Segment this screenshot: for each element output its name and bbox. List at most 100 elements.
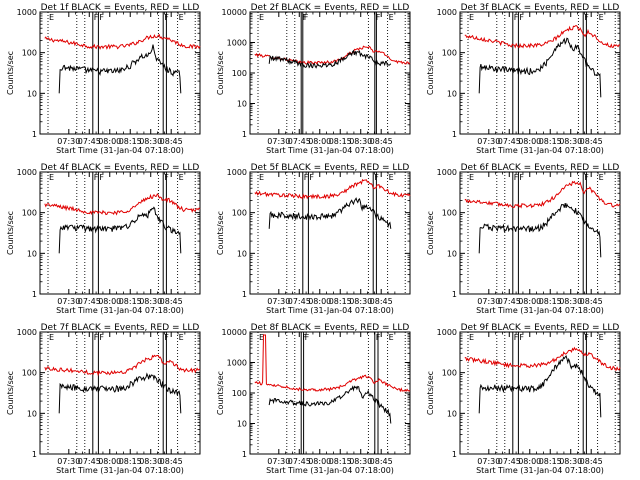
flag-label-e: E bbox=[389, 13, 394, 22]
x-tick-label: 08:30 bbox=[559, 137, 582, 146]
flag-label-e: E bbox=[49, 13, 54, 22]
y-tick-label: 1000 bbox=[437, 8, 457, 17]
series-lld-red bbox=[44, 193, 201, 216]
flag-label-f: F bbox=[99, 333, 104, 342]
flag-label-e: E bbox=[49, 173, 54, 182]
y-axis-label: Counts/sec bbox=[216, 51, 225, 95]
y-tick-label: 10 bbox=[27, 249, 37, 258]
x-tick-label: 08:00 bbox=[518, 137, 541, 146]
y-axis-label: Counts/sec bbox=[426, 211, 435, 255]
flag-label-f: F bbox=[584, 333, 589, 342]
flag-label-e: E bbox=[179, 173, 184, 182]
flag-label-f: F bbox=[519, 13, 524, 22]
flag-label-e: E bbox=[389, 173, 394, 182]
y-tick-label: 10 bbox=[447, 89, 457, 98]
flag-label-e: E bbox=[49, 333, 54, 342]
y-tick-label: 1 bbox=[242, 450, 247, 459]
panel-det-7: Det 7f BLACK = Events, RED = LLD 1 10 100 10… bbox=[6, 323, 201, 475]
y-axis-label: Counts/sec bbox=[6, 211, 15, 255]
x-tick-label: 08:00 bbox=[518, 457, 541, 466]
panel-title: Det 3f BLACK = Events, RED = LLD bbox=[461, 3, 620, 13]
x-tick-label: 07:30 bbox=[477, 137, 500, 146]
x-axis-label: Start Time (31-Jan-04 07:18:00) bbox=[56, 306, 184, 315]
x-tick-label: 08:00 bbox=[98, 457, 121, 466]
panel-det-1: Det 1f BLACK = Events, RED = LLD 1 10 100 10… bbox=[6, 3, 201, 155]
y-tick-label: 100 bbox=[442, 49, 457, 58]
x-tick-label: 07:45 bbox=[288, 137, 311, 146]
x-tick-label: 08:30 bbox=[349, 457, 372, 466]
x-tick-label: 07:45 bbox=[288, 457, 311, 466]
flag-label-f: F bbox=[99, 173, 104, 182]
panel-det-2: Det 2f BLACK = Events, RED = LLD 1 10 100 10… bbox=[216, 3, 411, 155]
series-events-black bbox=[478, 37, 602, 98]
series-events-black bbox=[478, 202, 602, 258]
series-events-black bbox=[58, 206, 182, 254]
series-lld-red bbox=[464, 25, 621, 49]
x-axis-label: Start Time (31-Jan-04 07:18:00) bbox=[476, 466, 604, 475]
y-tick-label: 1000 bbox=[437, 168, 457, 177]
y-tick-label: 10 bbox=[27, 89, 37, 98]
y-tick-label: 1000 bbox=[227, 168, 247, 177]
flag-label-f: F bbox=[374, 173, 379, 182]
flag-label-f: F bbox=[94, 13, 99, 22]
flag-label-f: F bbox=[376, 13, 381, 22]
x-tick-label: 08:30 bbox=[349, 297, 372, 306]
x-tick-label: 08:30 bbox=[559, 457, 582, 466]
flag-label-f: F bbox=[309, 173, 314, 182]
x-tick-label: 08:15 bbox=[329, 457, 352, 466]
series-lld-red bbox=[44, 354, 201, 377]
panel-title: Det 5f BLACK = Events, RED = LLD bbox=[251, 163, 410, 173]
y-tick-label: 1 bbox=[242, 130, 247, 139]
flag-label-f: F bbox=[164, 173, 169, 182]
y-tick-label: 1000 bbox=[227, 39, 247, 48]
x-tick-label: 07:45 bbox=[498, 137, 521, 146]
x-tick-label: 07:30 bbox=[57, 297, 80, 306]
series-events-black bbox=[58, 44, 182, 94]
x-tick-label: 07:30 bbox=[57, 137, 80, 146]
flag-label-e: E bbox=[599, 173, 604, 182]
x-tick-label: 08:45 bbox=[160, 137, 183, 146]
y-tick-label: 10 bbox=[237, 249, 247, 258]
series-events-black bbox=[58, 372, 182, 414]
y-tick-label: 10 bbox=[447, 249, 457, 258]
x-tick-label: 07:45 bbox=[78, 137, 101, 146]
flag-label-f: F bbox=[584, 13, 589, 22]
plot-frame bbox=[249, 331, 411, 455]
y-tick-label: 100 bbox=[232, 389, 247, 398]
panel-title: Det 1f BLACK = Events, RED = LLD bbox=[41, 3, 200, 13]
x-tick-label: 08:45 bbox=[580, 457, 603, 466]
flag-label-f: F bbox=[514, 13, 519, 22]
series-lld-red bbox=[254, 178, 411, 200]
x-axis-label: Start Time (31-Jan-04 07:18:00) bbox=[476, 146, 604, 155]
y-tick-label: 1 bbox=[452, 290, 457, 299]
plot-frame bbox=[39, 11, 201, 135]
plot-frame bbox=[459, 11, 621, 135]
panel-title: Det 6f BLACK = Events, RED = LLD bbox=[461, 163, 620, 173]
series-lld-red bbox=[44, 33, 201, 50]
y-tick-label: 10000 bbox=[222, 328, 247, 337]
y-tick-label: 100 bbox=[22, 209, 37, 218]
flag-label-e: E bbox=[179, 333, 184, 342]
y-tick-label: 1 bbox=[32, 130, 37, 139]
y-tick-label: 10 bbox=[237, 420, 247, 429]
y-axis-label: Counts/sec bbox=[426, 51, 435, 95]
y-tick-label: 10 bbox=[27, 409, 37, 418]
x-tick-label: 08:30 bbox=[139, 297, 162, 306]
plot-frame bbox=[39, 331, 201, 455]
panel-det-9: Det 9f BLACK = Events, RED = LLD 1 10 100 10… bbox=[426, 323, 621, 475]
x-tick-label: 07:45 bbox=[498, 457, 521, 466]
series-events-black bbox=[478, 355, 602, 418]
flag-label-f: F bbox=[519, 173, 524, 182]
y-axis-label: Counts/sec bbox=[426, 371, 435, 415]
flag-label-f: F bbox=[94, 173, 99, 182]
x-tick-label: 08:30 bbox=[349, 137, 372, 146]
flag-label-e: E bbox=[259, 13, 264, 22]
flag-label-f: F bbox=[304, 13, 309, 22]
flag-label-f: F bbox=[584, 173, 589, 182]
x-tick-label: 08:00 bbox=[518, 297, 541, 306]
x-axis-label: Start Time (31-Jan-04 07:18:00) bbox=[266, 306, 394, 315]
x-tick-label: 08:30 bbox=[559, 297, 582, 306]
panel-det-8: Det 8f BLACK = Events, RED = LLD 1 10 100 10… bbox=[216, 323, 411, 475]
y-tick-label: 100 bbox=[232, 69, 247, 78]
flag-label-e: E bbox=[179, 13, 184, 22]
